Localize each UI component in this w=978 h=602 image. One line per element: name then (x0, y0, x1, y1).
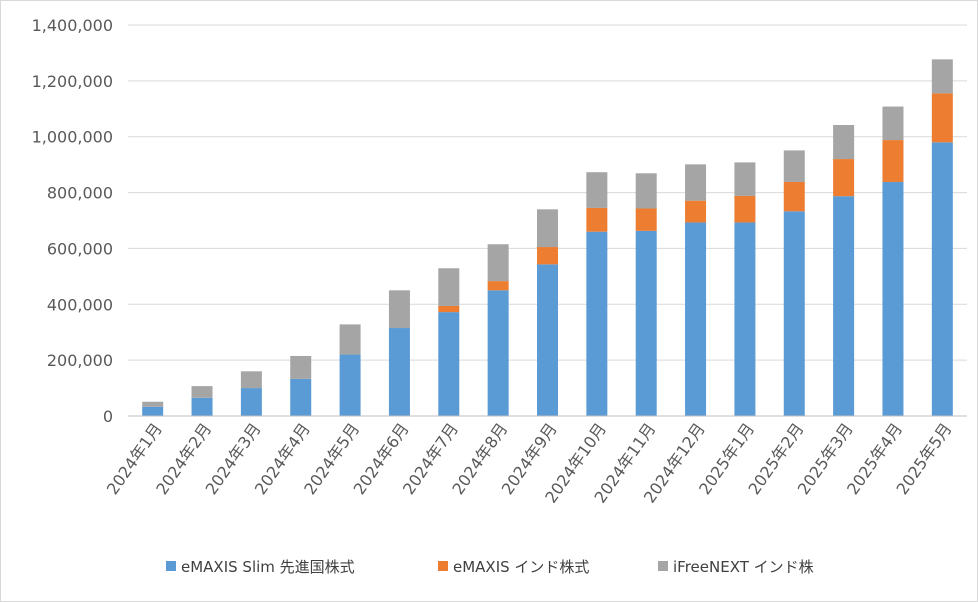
bar-segment (290, 378, 312, 416)
bar-segment (438, 312, 460, 416)
legend-swatch (438, 561, 448, 571)
y-tick-label: 1,400,000 (32, 16, 113, 35)
y-tick-label: 1,200,000 (32, 72, 113, 91)
bar-segment (537, 209, 558, 248)
bar-segment (931, 93, 953, 143)
bar-segment (487, 244, 509, 282)
bar-segment (931, 59, 953, 94)
bar-segment (833, 159, 855, 197)
x-axis: 2024年1月2024年2月2024年3月2024年4月2024年5月2024年… (103, 415, 967, 507)
bar-segment (438, 305, 460, 313)
bar-segment (833, 124, 855, 160)
bar-segment (882, 181, 904, 416)
legend-label: eMAXIS インド株式 (453, 558, 589, 576)
bar-segment (240, 371, 262, 389)
legend-label: eMAXIS Slim 先進国株式 (181, 558, 355, 576)
bar-segment (635, 173, 657, 209)
legend: eMAXIS Slim 先進国株式 eMAXIS インド株式 iFreeNEXT イ… (166, 558, 814, 576)
bar-segment (142, 406, 164, 416)
bar-segment (537, 247, 558, 265)
bar-segment (191, 386, 213, 398)
bar-segment (783, 211, 805, 416)
bar-segment (438, 268, 460, 306)
y-tick-label: 600,000 (47, 239, 113, 258)
bar-segment (685, 200, 707, 223)
y-tick-label: 0 (103, 407, 113, 426)
bar-segment (339, 354, 361, 416)
bar-segment (487, 281, 509, 291)
bars (142, 59, 953, 417)
bar-segment (635, 208, 657, 231)
legend-swatch (166, 561, 176, 571)
bar-segment (882, 106, 904, 141)
bar-segment (142, 401, 164, 407)
bar-segment (783, 181, 805, 212)
bar-segment (931, 142, 953, 417)
bar-segment (734, 195, 756, 223)
bar-segment (586, 231, 608, 416)
bar-segment (783, 150, 805, 182)
bar-segment (734, 162, 756, 196)
bar-segment (586, 172, 608, 208)
y-axis: 0 200,000 400,000 600,000 800,000 1,000,000 1,… (32, 16, 113, 426)
y-tick-label: 200,000 (47, 351, 113, 370)
legend-label: iFreeNEXT インド株 (673, 558, 814, 576)
bar-segment (388, 328, 410, 416)
bar-segment (685, 164, 707, 201)
bar-segment (635, 230, 657, 416)
y-tick-label: 800,000 (47, 184, 113, 203)
bar-segment (339, 324, 361, 355)
legend-swatch (658, 561, 668, 571)
bar-segment (882, 140, 904, 182)
bar-segment (487, 290, 509, 416)
bar-segment (537, 264, 558, 416)
bar-segment (586, 207, 608, 232)
bar-segment (240, 388, 262, 416)
bar-segment (191, 397, 213, 416)
bar-segment (388, 290, 410, 329)
y-tick-label: 1,000,000 (32, 128, 113, 147)
bar-segment (290, 355, 312, 379)
bar-segment (734, 222, 756, 416)
y-tick-label: 400,000 (47, 295, 113, 314)
bar-segment (685, 222, 707, 416)
bar-segment (833, 196, 855, 416)
